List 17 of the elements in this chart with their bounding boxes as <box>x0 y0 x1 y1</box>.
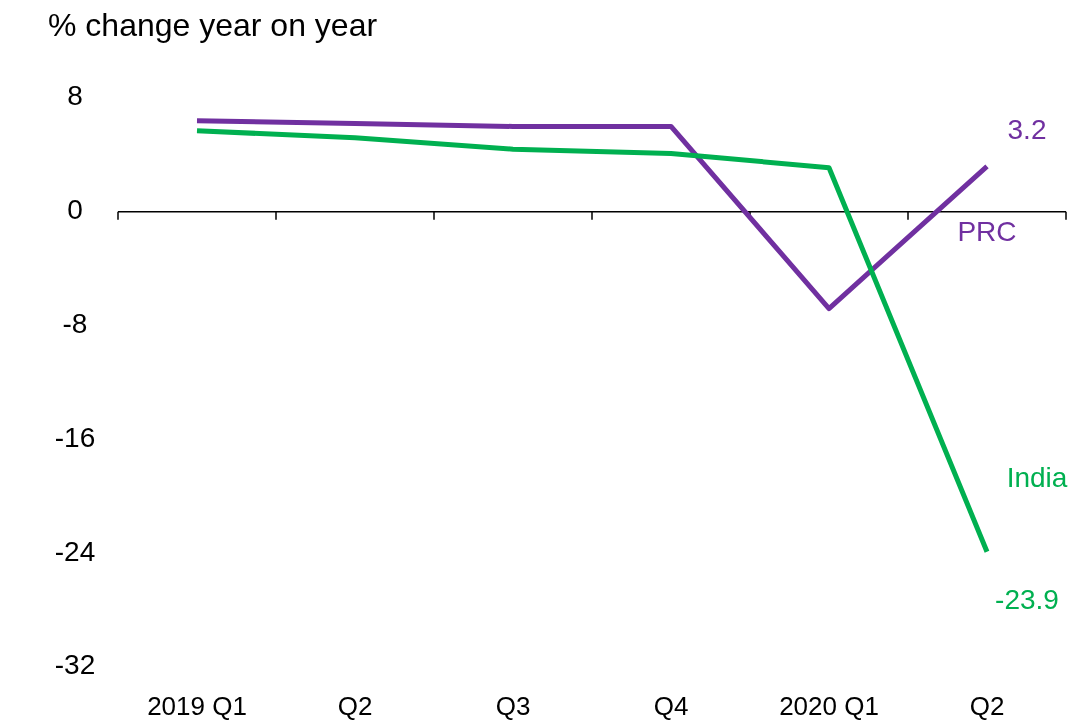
y-tick-label: -24 <box>54 535 96 567</box>
data-label: -23.9 <box>995 584 1059 616</box>
x-tick-label: 2019 Q1 <box>147 690 247 721</box>
x-tick-label: Q2 <box>337 690 373 721</box>
y-tick-label: -8 <box>62 307 88 339</box>
series-label: PRC <box>957 216 1017 248</box>
y-tick-label: 0 <box>67 194 83 226</box>
x-tick-label: Q3 <box>495 690 531 721</box>
x-tick-label: Q2 <box>969 690 1005 721</box>
data-label: 3.2 <box>1007 113 1047 145</box>
series-label: India <box>1006 461 1068 493</box>
y-tick-label: 8 <box>67 80 83 112</box>
x-tick-label: Q4 <box>653 690 689 721</box>
x-tick-label: 2020 Q1 <box>779 690 879 721</box>
y-tick-label: -32 <box>54 649 96 681</box>
y-tick-label: -16 <box>54 421 96 453</box>
y-axis-title: % change year on year <box>48 7 378 43</box>
